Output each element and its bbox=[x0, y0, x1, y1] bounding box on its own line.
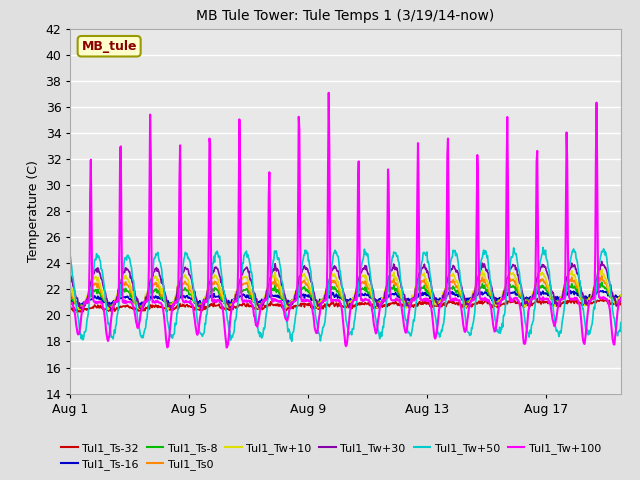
Legend: Tul1_Ts-32, Tul1_Ts-16, Tul1_Ts-8, Tul1_Ts0, Tul1_Tw+10, Tul1_Tw+30, Tul1_Tw+50,: Tul1_Ts-32, Tul1_Ts-16, Tul1_Ts-8, Tul1_… bbox=[57, 438, 605, 474]
Title: MB Tule Tower: Tule Temps 1 (3/19/14-now): MB Tule Tower: Tule Temps 1 (3/19/14-now… bbox=[196, 10, 495, 24]
Text: MB_tule: MB_tule bbox=[81, 40, 137, 53]
Y-axis label: Temperature (C): Temperature (C) bbox=[27, 160, 40, 262]
